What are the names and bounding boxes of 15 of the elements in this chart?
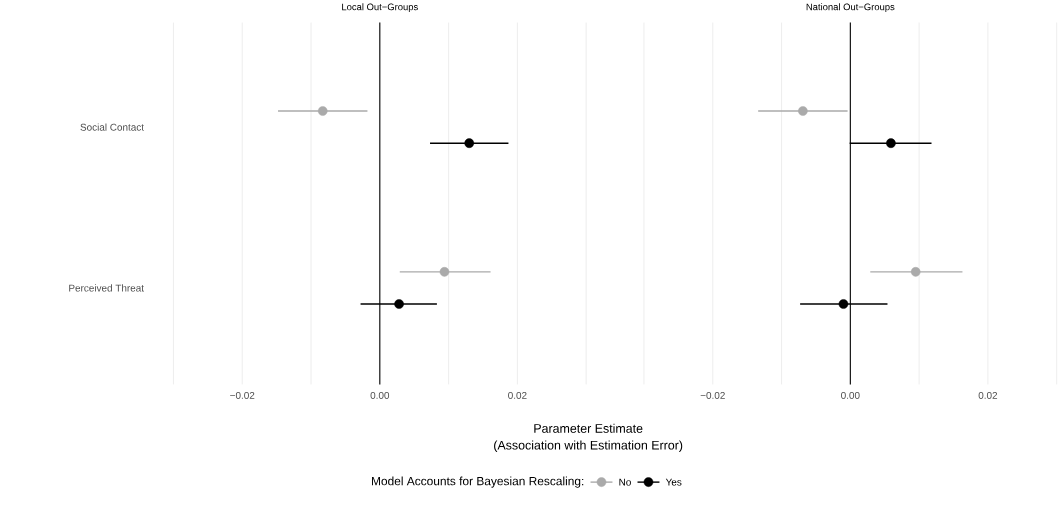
legend-label: No	[619, 478, 631, 486]
x-tick-label: −0.02	[230, 391, 255, 399]
legend-title: Model Accounts for Bayesian Rescaling:	[372, 476, 584, 488]
legend-label: Yes	[665, 478, 682, 486]
x-tick-label: 0.00	[370, 391, 390, 399]
y-tick-label: Perceived Threat	[69, 284, 144, 292]
x-tick-label: 0.02	[978, 391, 998, 399]
x-tick-label: −0.02	[700, 391, 725, 399]
text: (Association with Estimation Error)	[494, 440, 683, 453]
y-tick-label: Social Contact	[80, 123, 144, 131]
x-axis-title: Parameter Estimate	[534, 423, 643, 433]
x-tick-label: 0.00	[841, 391, 860, 399]
x-tick-label: 0.02	[508, 391, 527, 399]
chart-title: Local Out−Groups	[342, 3, 418, 13]
chart-title: National Out−Groups	[806, 3, 895, 13]
